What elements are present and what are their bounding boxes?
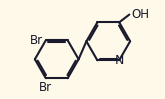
Text: Br: Br <box>30 34 43 47</box>
Text: N: N <box>115 54 124 67</box>
Text: OH: OH <box>131 8 149 21</box>
Text: Br: Br <box>39 81 52 94</box>
